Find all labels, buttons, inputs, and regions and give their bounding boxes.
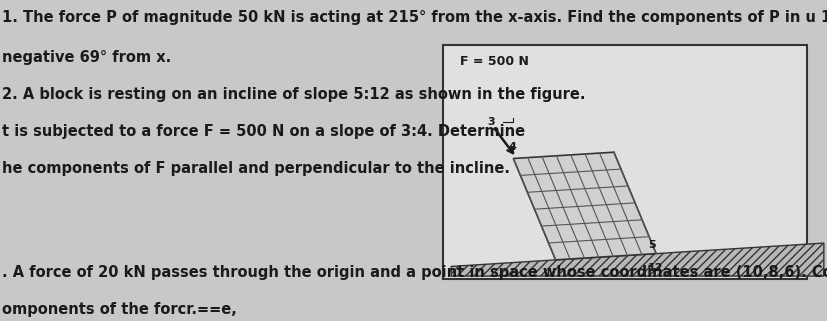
Text: . A force of 20 kN passes through the origin and a point in space whose coordina: . A force of 20 kN passes through the or…	[2, 265, 827, 280]
Text: 5: 5	[648, 240, 655, 250]
Text: he components of F parallel and perpendicular to the incline.: he components of F parallel and perpendi…	[2, 160, 510, 176]
Text: omponents of the forcr.==e,: omponents of the forcr.==e,	[2, 302, 237, 317]
Text: 4: 4	[508, 143, 516, 152]
Polygon shape	[513, 152, 655, 260]
Text: t is subjected to a force F = 500 N on a slope of 3:4. Determine: t is subjected to a force F = 500 N on a…	[2, 124, 525, 139]
Text: 1. The force P of magnitude 50 kN is acting at 215° from the x-axis. Find the co: 1. The force P of magnitude 50 kN is act…	[2, 10, 827, 25]
Text: 2. A block is resting on an incline of slope 5:12 as shown in the figure.: 2. A block is resting on an incline of s…	[2, 87, 586, 102]
Polygon shape	[451, 243, 823, 276]
Text: negative 69° from x.: negative 69° from x.	[2, 50, 171, 65]
Text: F = 500 N: F = 500 N	[459, 55, 528, 67]
Text: 12: 12	[648, 263, 662, 273]
Text: 3: 3	[487, 117, 495, 127]
